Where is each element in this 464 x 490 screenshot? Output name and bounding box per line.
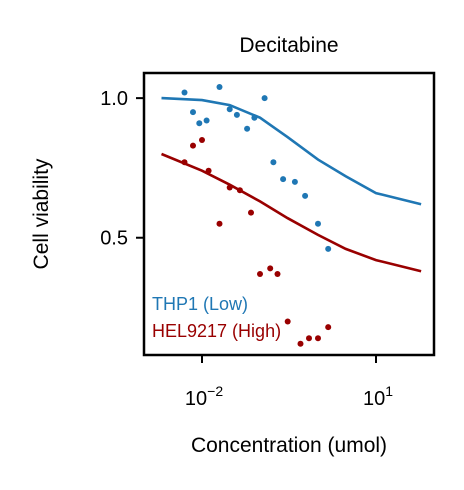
data-point-1-3 xyxy=(205,167,212,174)
fit-line-0 xyxy=(161,96,422,206)
data-point-0-13 xyxy=(302,192,309,199)
data-point-0-7 xyxy=(244,125,251,132)
data-point-1-7 xyxy=(248,209,254,216)
data-point-1-15 xyxy=(325,324,332,331)
data-point-0-3 xyxy=(203,117,210,124)
data-point-1-2 xyxy=(199,137,205,143)
data-point-0-15 xyxy=(325,245,332,252)
chart-title: Decitabine xyxy=(239,34,338,57)
chart-marks xyxy=(161,84,422,347)
data-point-1-0 xyxy=(181,159,188,166)
data-point-1-12 xyxy=(297,340,304,347)
data-point-1-4 xyxy=(216,220,223,227)
y-axis-label: Cell viability xyxy=(30,158,53,269)
data-point-0-1 xyxy=(190,109,196,116)
data-point-0-6 xyxy=(233,111,240,118)
legend-entry-0: THP1 (Low) xyxy=(152,294,248,314)
data-point-0-4 xyxy=(216,84,223,90)
data-point-0-0 xyxy=(181,89,188,96)
axes: 10−2 101 1.0 0.5 xyxy=(100,88,393,410)
legend: THP1 (Low) HEL9217 (High) xyxy=(152,294,281,341)
data-point-0-8 xyxy=(251,114,258,121)
legend-entry-1: HEL9217 (High) xyxy=(152,321,281,341)
data-point-1-10 xyxy=(274,271,281,277)
y-tick-label-0: 1.0 xyxy=(100,88,128,110)
data-point-0-9 xyxy=(261,95,268,102)
data-point-0-2 xyxy=(196,120,203,127)
data-point-1-8 xyxy=(257,271,263,277)
data-point-0-14 xyxy=(315,220,321,227)
data-point-1-6 xyxy=(236,187,243,194)
x-tick-label-0: 10−2 xyxy=(185,383,223,410)
data-point-1-1 xyxy=(190,142,196,149)
data-point-0-12 xyxy=(291,178,298,185)
plot-frame xyxy=(142,71,436,357)
data-point-0-5 xyxy=(226,106,233,113)
data-point-1-9 xyxy=(267,265,274,272)
x-axis-label: Concentration (umol) xyxy=(191,434,387,457)
data-point-1-5 xyxy=(226,184,233,191)
x-tick-label-1: 101 xyxy=(363,383,393,410)
data-point-0-10 xyxy=(270,159,277,166)
y-tick-label-1: 0.5 xyxy=(100,228,128,250)
data-point-0-11 xyxy=(280,176,287,183)
data-point-1-13 xyxy=(306,335,312,342)
data-point-1-11 xyxy=(284,318,291,325)
data-point-1-14 xyxy=(315,335,321,342)
fit-line-1 xyxy=(161,152,422,273)
